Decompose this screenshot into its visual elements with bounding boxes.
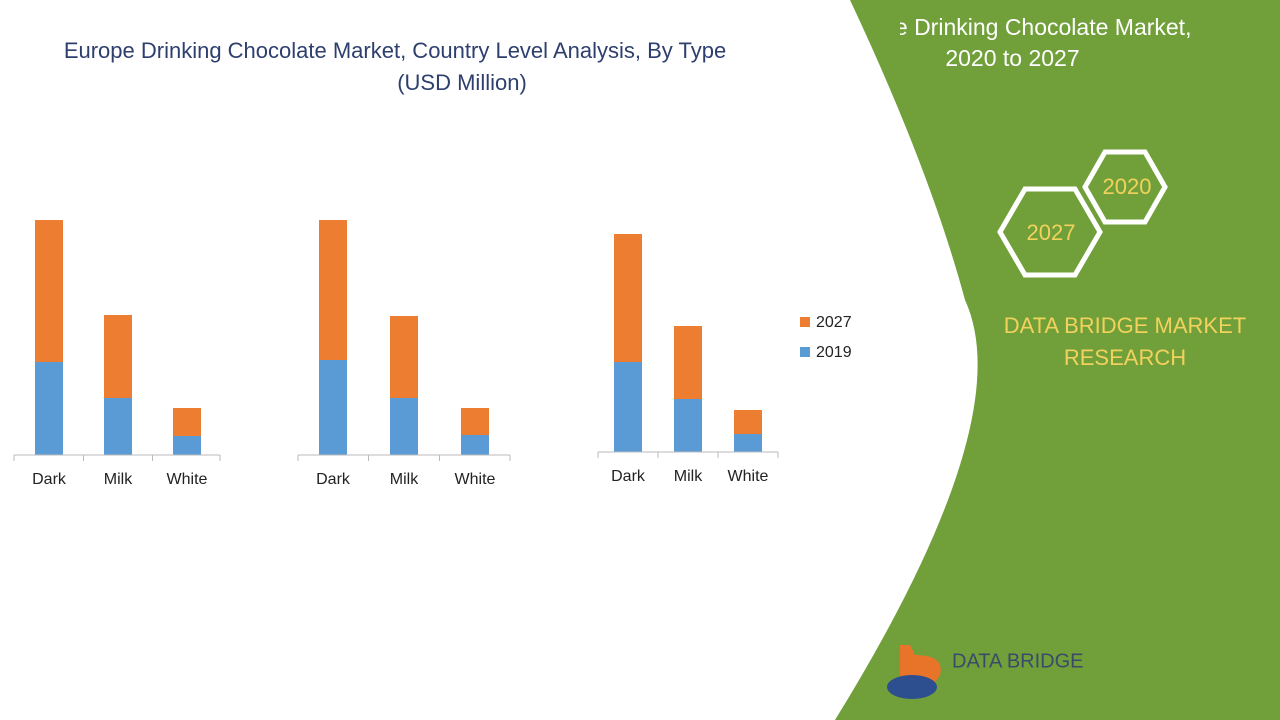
panel-title: Europe Drinking Chocolate Market, 2020 t… bbox=[900, 14, 1192, 71]
hex-year: 2020 bbox=[1103, 174, 1152, 199]
bar-segment bbox=[461, 435, 489, 455]
legend-swatch bbox=[800, 347, 810, 357]
bar-segment bbox=[461, 408, 489, 435]
bar-segment bbox=[104, 315, 132, 398]
x-tick-label: White bbox=[728, 468, 769, 485]
bar-segment bbox=[674, 326, 702, 399]
bar-segment bbox=[319, 360, 347, 455]
panel-title-box: Europe Drinking Chocolate Market, 2020 t… bbox=[900, 14, 1192, 71]
x-tick-label: Milk bbox=[104, 471, 133, 488]
bar-segment bbox=[614, 362, 642, 452]
x-tick-label: White bbox=[167, 471, 208, 488]
bar-segment bbox=[390, 316, 418, 398]
hexagon bbox=[997, 186, 1103, 278]
chart-title: Europe Drinking Chocolate Market, Countr… bbox=[64, 38, 726, 63]
bar-segment bbox=[319, 220, 347, 360]
x-tick-label: Dark bbox=[316, 471, 351, 488]
x-tick-label: White bbox=[455, 471, 496, 488]
logo-mark bbox=[887, 675, 937, 699]
legend-label: 2027 bbox=[816, 314, 852, 331]
legend-swatch bbox=[800, 317, 810, 327]
bar-segment bbox=[674, 399, 702, 452]
bar-segment bbox=[35, 362, 63, 455]
bar-segment bbox=[173, 408, 201, 436]
hex-year: 2027 bbox=[1027, 220, 1076, 245]
brand-text: DATA BRIDGE MARKET RESEARCH bbox=[1003, 313, 1247, 370]
bar-segment bbox=[390, 398, 418, 455]
bar-segment bbox=[734, 410, 762, 434]
x-tick-label: Milk bbox=[674, 468, 703, 485]
brand-box: DATA BRIDGE MARKET RESEARCH bbox=[1003, 313, 1247, 370]
x-tick-label: Dark bbox=[611, 468, 646, 485]
side-panel bbox=[835, 0, 1280, 720]
logo-text: DATA BRIDGE bbox=[952, 650, 1084, 672]
bar-segment bbox=[104, 398, 132, 455]
chart-subtitle: (USD Million) bbox=[397, 70, 527, 95]
x-tick-label: Dark bbox=[32, 471, 67, 488]
legend-label: 2019 bbox=[816, 344, 852, 361]
bar-segment bbox=[734, 434, 762, 452]
bar-segment bbox=[614, 234, 642, 362]
x-tick-label: Milk bbox=[390, 471, 419, 488]
hexagon bbox=[1082, 149, 1168, 225]
bar-segment bbox=[173, 436, 201, 455]
bar-segment bbox=[35, 220, 63, 362]
